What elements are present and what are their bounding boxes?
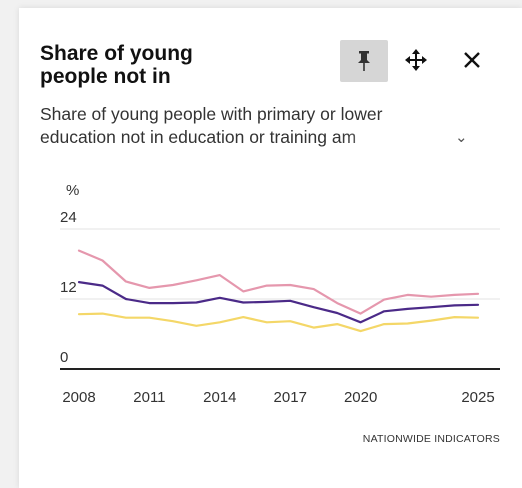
y-tick-label: 24 <box>60 209 77 226</box>
subtitle-fade <box>340 126 480 150</box>
panel-title-line-2: people not in <box>40 65 171 88</box>
panel-title-line-1: Share of young <box>40 42 193 65</box>
panel-subtitle: Share of young people with primary or lo… <box>40 103 470 149</box>
x-tick-label: 2011 <box>133 389 165 406</box>
series-line-1 <box>77 249 480 315</box>
scroll-hint-icon: ⌄ <box>455 129 468 146</box>
panel-subtitle-line-2: education not in education or training a… <box>40 127 357 147</box>
y-tick-label: 0 <box>60 349 68 366</box>
y-tick-label: 12 <box>60 279 77 296</box>
y-axis-unit-label: % <box>66 182 79 199</box>
panel-subtitle-line-1: Share of young people with primary or lo… <box>40 104 383 124</box>
move-button[interactable] <box>402 46 430 74</box>
series-line-2 <box>77 281 480 324</box>
x-tick-label: 2008 <box>62 389 95 406</box>
pin-button[interactable] <box>340 40 388 82</box>
x-tick-label: 2020 <box>344 389 377 406</box>
x-tick-label: 2017 <box>274 389 307 406</box>
close-icon <box>464 52 480 68</box>
x-tick-label: 2025 <box>461 389 494 406</box>
move-icon <box>405 49 427 71</box>
close-button[interactable] <box>458 46 486 74</box>
series-line-3 <box>77 312 480 333</box>
pin-icon <box>358 51 370 71</box>
x-tick-label: 2014 <box>203 389 236 406</box>
panel-title: Share of young people not in <box>40 42 250 88</box>
source-label: NATIONWIDE INDICATORS <box>362 433 500 445</box>
chart-panel <box>19 8 522 488</box>
